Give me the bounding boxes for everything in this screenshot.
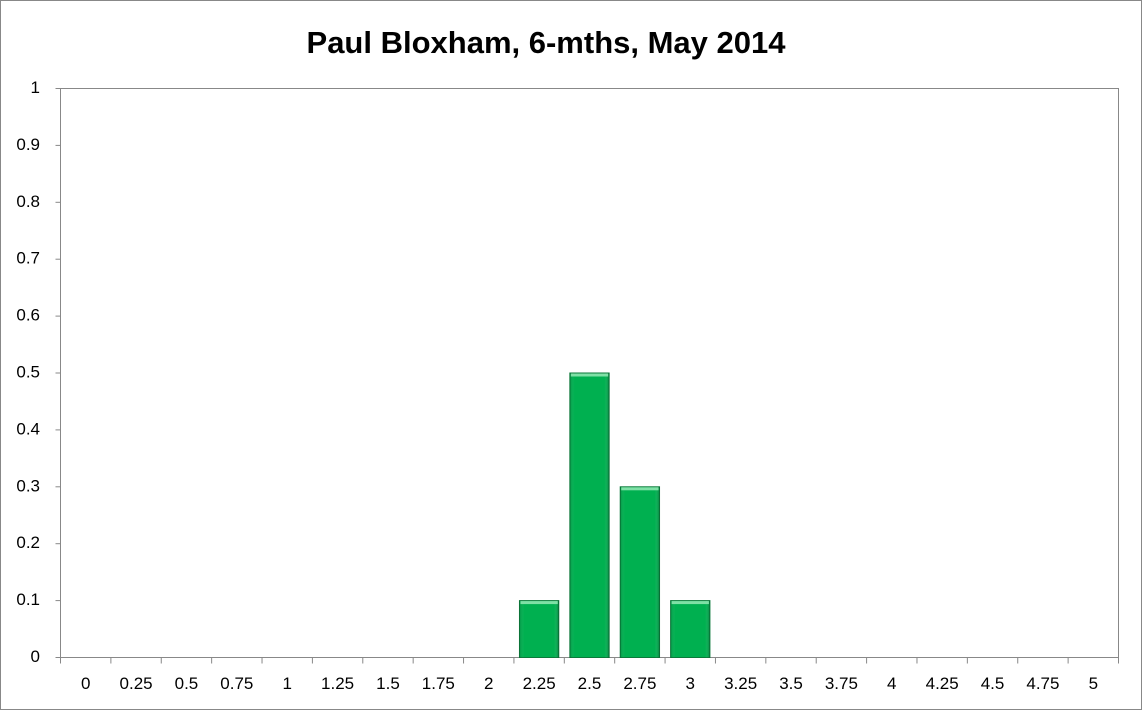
bar-bevel — [569, 373, 610, 658]
x-tick-label: 2.75 — [623, 674, 656, 693]
bar-cap — [621, 487, 659, 491]
x-tick-label: 3.75 — [825, 674, 858, 693]
x-tick-label: 3.25 — [724, 674, 757, 693]
y-tick-label: 0.5 — [16, 362, 40, 381]
chart-title: Paul Bloxham, 6-mths, May 2014 — [307, 25, 787, 60]
y-tick-label: 1 — [31, 78, 40, 97]
x-tick-label: 4 — [887, 674, 896, 693]
y-tick-label: 0.4 — [16, 419, 40, 438]
y-tick-label: 0 — [31, 647, 40, 666]
y-tick-label: 0.2 — [16, 533, 40, 552]
x-tick-label: 0 — [81, 674, 90, 693]
x-tick-label: 1 — [282, 674, 291, 693]
x-tick-label: 3.5 — [779, 674, 803, 693]
y-tick-label: 0.3 — [16, 476, 40, 495]
bar-cap — [570, 373, 609, 377]
x-tick-label: 1.25 — [321, 674, 354, 693]
bar-bevel — [670, 600, 710, 658]
x-tick-label: 2.5 — [578, 674, 602, 693]
x-tick-label: 5 — [1089, 674, 1098, 693]
y-tick-label: 0.8 — [16, 192, 40, 211]
y-tick-label: 0.1 — [16, 590, 40, 609]
bar-bevel — [620, 486, 660, 658]
x-tick-label: 3 — [686, 674, 695, 693]
x-tick-label: 2 — [484, 674, 493, 693]
x-tick-label: 1.5 — [376, 674, 400, 693]
x-tick-label: 0.75 — [220, 674, 253, 693]
x-tick-label: 4.25 — [926, 674, 959, 693]
y-tick-label: 0.7 — [16, 249, 40, 268]
x-tick-label: 4.75 — [1026, 674, 1059, 693]
x-tick-label: 4.5 — [981, 674, 1005, 693]
x-tick-label: 1.75 — [422, 674, 455, 693]
y-tick-label: 0.6 — [16, 306, 40, 325]
x-tick-label: 0.5 — [175, 674, 199, 693]
x-tick-label: 0.25 — [120, 674, 153, 693]
x-tick-label: 2.25 — [523, 674, 556, 693]
bar-bevel — [519, 600, 559, 658]
bar-cap — [520, 601, 558, 605]
bar-cap — [671, 601, 709, 605]
y-tick-label: 0.9 — [16, 135, 40, 154]
